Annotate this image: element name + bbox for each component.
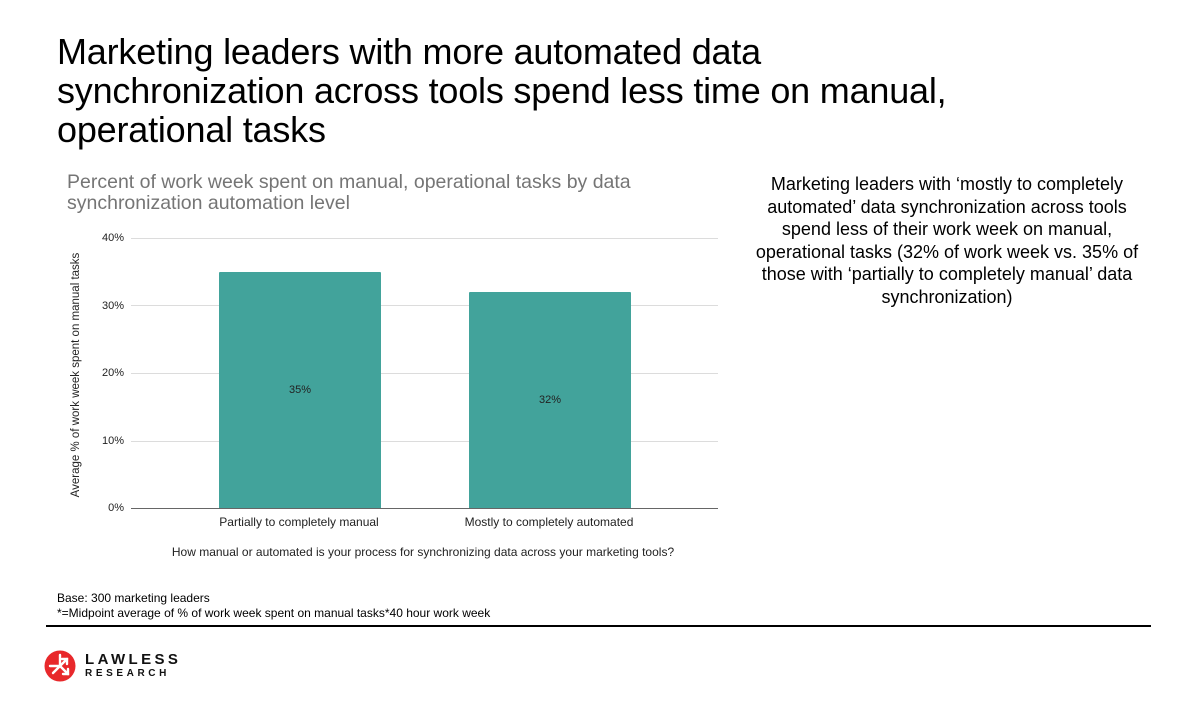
footer-divider	[46, 625, 1151, 627]
y-tick-30: 30%	[101, 300, 124, 312]
logo-wordmark-line2: RESEARCH	[85, 668, 170, 679]
base-footnote: Base: 300 marketing leaders	[57, 591, 210, 605]
lawless-research-logo: LAWLESS RESEARCH	[44, 650, 181, 682]
lawless-research-logo-icon	[44, 650, 76, 682]
y-tick-40: 40%	[101, 232, 124, 244]
gridline-20	[131, 373, 718, 374]
gridline-10	[131, 441, 718, 442]
y-tick-20: 20%	[101, 367, 124, 379]
key-finding-text: Marketing leaders with ‘mostly to comple…	[755, 174, 1139, 307]
bar-value-label: 35%	[288, 384, 312, 396]
chart-title: Percent of work week spent on manual, op…	[67, 171, 631, 214]
y-tick-0: 0%	[108, 502, 124, 514]
slide-title: Marketing leaders with more automated da…	[57, 32, 947, 150]
x-category-label: Mostly to completely automated	[464, 515, 634, 529]
bar-mostly-automated	[469, 292, 631, 508]
bar-chart: Percent of work week spent on manual, op…	[67, 171, 718, 559]
y-tick-10: 10%	[101, 435, 124, 447]
gridline-30	[131, 305, 718, 306]
bar-partially-manual	[219, 272, 381, 508]
logo-wordmark-line1: LAWLESS	[85, 651, 182, 668]
midpoint-footnote: *=Midpoint average of % of work week spe…	[57, 606, 491, 620]
x-category-label: Partially to completely manual	[219, 515, 379, 529]
gridline-40	[131, 238, 718, 239]
x-axis-baseline	[131, 508, 718, 509]
x-axis-label: How manual or automated is your process …	[171, 545, 675, 559]
bar-value-label: 32%	[538, 394, 562, 406]
